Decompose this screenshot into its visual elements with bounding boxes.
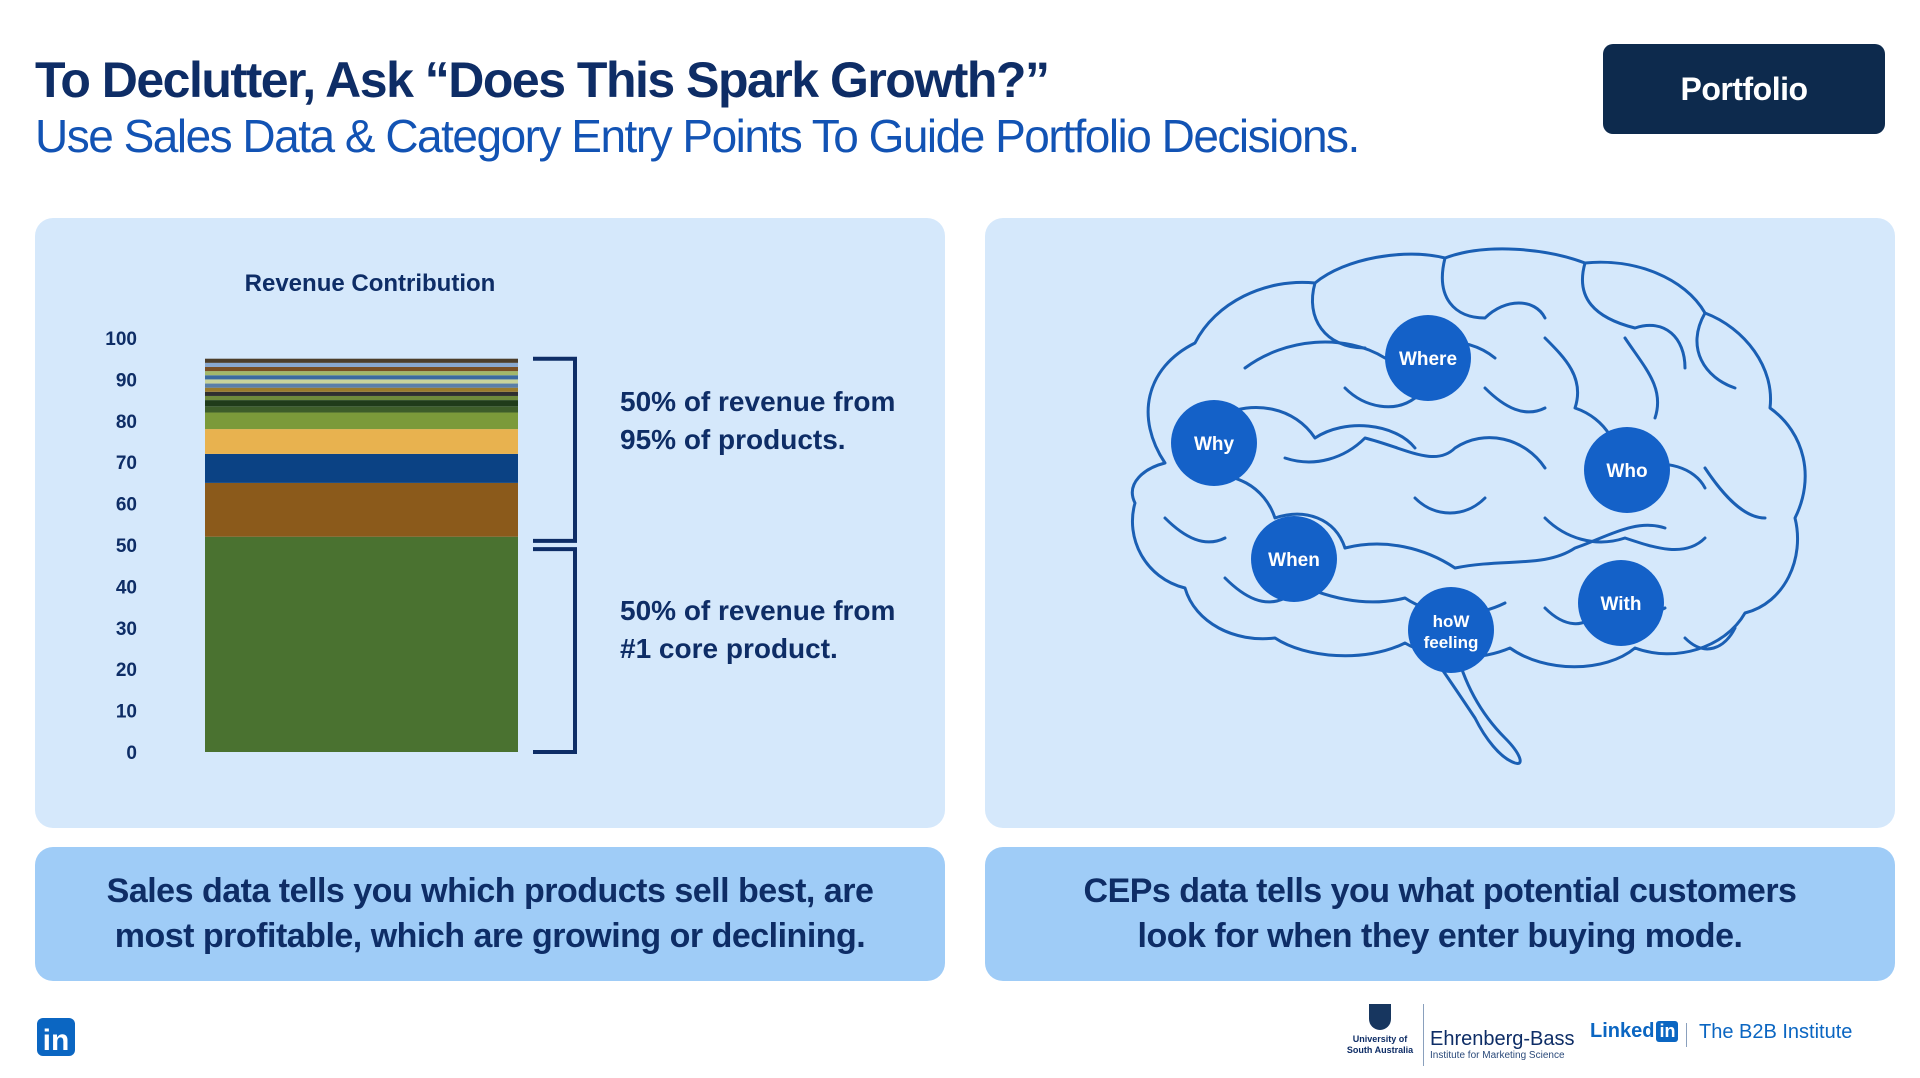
eb-subtitle: Institute for Marketing Science [1430, 1050, 1565, 1061]
footer-divider-2 [1686, 1023, 1687, 1047]
bar-segment [205, 395, 518, 401]
brain-node-who: Who [1584, 427, 1670, 513]
bar-segment [205, 375, 518, 380]
revenue-chart-panel: Revenue Contribution 0 10 20 30 40 50 60 70 80 90 1… [35, 218, 945, 828]
bar-segment [205, 482, 518, 537]
bar-segment [205, 429, 518, 454]
y-tick-label: 40 [116, 577, 137, 598]
bar-segment [205, 391, 518, 396]
annotation-top: 50% of revenue from 95% of products. [620, 386, 896, 455]
revenue-chart: Revenue Contribution 0 10 20 30 40 50 60 70 80 90 1… [105, 270, 577, 764]
brain-node-where: Where [1385, 315, 1471, 401]
brain-node-label: Where [1399, 349, 1457, 370]
brain-node-circle [1171, 400, 1257, 486]
eb-name: Ehrenberg-Bass [1430, 1028, 1575, 1050]
bar-segment [205, 400, 518, 407]
brain-node-why: Why [1171, 400, 1257, 486]
page-subtitle: Use Sales Data & Category Entry Points T… [35, 110, 1360, 162]
chart-title: Revenue Contribution [245, 270, 496, 297]
bar-segment [205, 387, 518, 392]
ehrenberg-bass-logo: Ehrenberg-Bass Institute for Marketing S… [1430, 1028, 1575, 1062]
bracket-top [533, 356, 577, 543]
ceps-caption-line-2: look for when they enter buying mode. [1137, 917, 1743, 955]
portfolio-badge: Portfolio [1603, 44, 1885, 134]
sales-caption-line-2: most profitable, which are growing or de… [114, 917, 866, 955]
brain-node-label: Who [1606, 461, 1647, 482]
ceps-caption-line-1: CEPs data tells you what potential custo… [1083, 872, 1797, 910]
bar-segment [205, 412, 518, 430]
bar-segment [205, 453, 518, 483]
brain-panel: Where Why Who When With hoW feeling [985, 218, 1895, 828]
unisa-label: University of South Australia [1346, 1034, 1414, 1055]
brain-node-circle [1578, 560, 1664, 646]
bar-segment [205, 536, 518, 752]
b2b-institute-label: The B2B Institute [1699, 1021, 1853, 1043]
y-tick-label: 50 [116, 536, 137, 557]
y-tick-label: 30 [116, 619, 137, 640]
bracket-bottom [533, 547, 577, 754]
bar-segment [205, 379, 518, 384]
brain-node-label: With [1601, 594, 1642, 615]
brain-node-with: With [1578, 560, 1664, 646]
brain-node-label: feeling [1424, 633, 1479, 652]
y-tick-label: 100 [105, 329, 137, 350]
unisa-logo: University of South Australia [1340, 1004, 1420, 1056]
annotation-bottom: 50% of revenue from #1 core product. [620, 595, 896, 664]
linkedin-in-box: in [1656, 1021, 1679, 1042]
bar-segment [205, 371, 518, 376]
brain-node-circle [1584, 427, 1670, 513]
bar-segment [205, 366, 518, 372]
brain-node-label: Why [1194, 434, 1235, 455]
brain-node-label: When [1268, 550, 1320, 571]
brain-outline [1130, 247, 1807, 765]
brain-node-how: hoW feeling [1408, 587, 1494, 673]
brain-node-when: When [1251, 516, 1337, 602]
footer-divider [1423, 1004, 1424, 1066]
sales-caption-line-1: Sales data tells you which products sell… [106, 872, 874, 910]
bar-segment [205, 406, 518, 413]
bar-segment [205, 358, 518, 363]
linkedin-icon[interactable]: in [37, 1018, 75, 1056]
y-tick-label: 70 [116, 453, 137, 474]
bar-segment [205, 362, 518, 367]
y-tick-label: 90 [116, 370, 137, 391]
linkedin-wordmark: Linked in [1590, 1020, 1679, 1043]
y-tick-label: 0 [126, 743, 137, 764]
y-tick-label: 80 [116, 412, 137, 433]
brain-diagram: Where Why Who When With hoW feeling [1130, 247, 1807, 765]
page-title: To Declutter, Ask “Does This Spark Growt… [35, 52, 1050, 108]
sales-data-caption: Sales data tells you which products sell… [35, 847, 945, 981]
brain-node-circle [1251, 516, 1337, 602]
ceps-data-caption: CEPs data tells you what potential custo… [985, 847, 1895, 981]
bar-segment [205, 383, 518, 388]
brain-node-circle [1385, 315, 1471, 401]
unisa-crest-icon [1369, 1004, 1391, 1030]
y-tick-label: 20 [116, 660, 137, 681]
y-tick-label: 10 [116, 702, 137, 723]
brain-node-label: hoW [1433, 612, 1471, 631]
y-tick-label: 60 [116, 495, 137, 516]
linkedin-word: Linked [1590, 1020, 1655, 1042]
brain-node-circle [1408, 587, 1494, 673]
